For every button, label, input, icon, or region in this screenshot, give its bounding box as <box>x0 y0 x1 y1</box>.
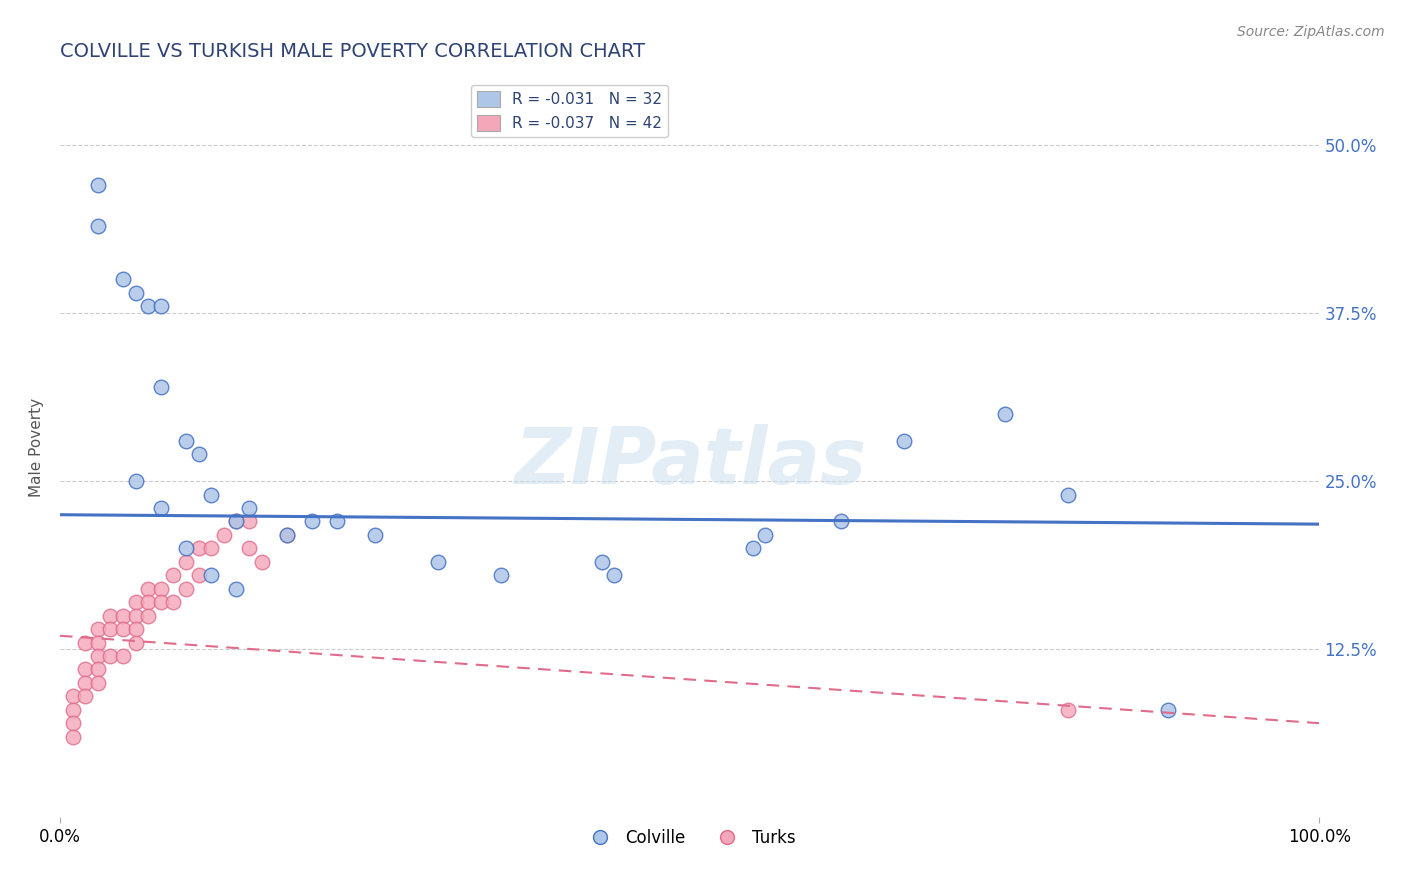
Point <box>174 434 197 448</box>
Point <box>75 676 97 690</box>
Point <box>754 528 776 542</box>
Point <box>111 608 134 623</box>
Point <box>994 407 1017 421</box>
Point <box>741 541 763 556</box>
Point <box>100 648 122 663</box>
Point <box>187 568 209 582</box>
Point <box>62 690 84 704</box>
Point <box>111 272 134 286</box>
Y-axis label: Male Poverty: Male Poverty <box>30 398 44 497</box>
Point <box>326 515 349 529</box>
Point <box>250 555 273 569</box>
Point <box>149 582 172 596</box>
Point <box>136 608 159 623</box>
Point <box>87 178 110 193</box>
Point <box>162 568 184 582</box>
Point <box>830 515 852 529</box>
Point <box>124 635 146 649</box>
Point <box>149 380 172 394</box>
Point <box>75 690 97 704</box>
Point <box>893 434 915 448</box>
Point <box>200 487 222 501</box>
Point <box>136 299 159 313</box>
Point <box>124 595 146 609</box>
Point <box>1056 487 1078 501</box>
Point <box>100 608 122 623</box>
Point <box>149 299 172 313</box>
Point <box>301 515 323 529</box>
Point <box>1157 703 1180 717</box>
Point <box>1056 703 1078 717</box>
Point <box>426 555 449 569</box>
Point <box>200 568 222 582</box>
Point <box>174 555 197 569</box>
Point <box>136 582 159 596</box>
Point <box>238 515 260 529</box>
Point <box>225 515 247 529</box>
Point <box>162 595 184 609</box>
Point <box>489 568 512 582</box>
Point <box>174 582 197 596</box>
Point <box>87 662 110 676</box>
Text: ZIPatlas: ZIPatlas <box>513 425 866 500</box>
Point <box>212 528 235 542</box>
Point <box>75 635 97 649</box>
Point <box>603 568 626 582</box>
Point <box>238 501 260 516</box>
Point <box>225 582 247 596</box>
Point <box>100 622 122 636</box>
Point <box>187 447 209 461</box>
Point <box>111 648 134 663</box>
Point <box>225 515 247 529</box>
Point <box>364 528 387 542</box>
Legend: Colville, Turks: Colville, Turks <box>576 822 803 854</box>
Point <box>111 622 134 636</box>
Point <box>238 541 260 556</box>
Point <box>124 285 146 300</box>
Point <box>62 703 84 717</box>
Point <box>200 541 222 556</box>
Point <box>87 648 110 663</box>
Point <box>87 676 110 690</box>
Point <box>591 555 613 569</box>
Point <box>87 635 110 649</box>
Point <box>276 528 298 542</box>
Point <box>124 474 146 488</box>
Text: Source: ZipAtlas.com: Source: ZipAtlas.com <box>1237 25 1385 39</box>
Point <box>124 622 146 636</box>
Point <box>87 622 110 636</box>
Point <box>174 541 197 556</box>
Point <box>87 219 110 233</box>
Point <box>124 608 146 623</box>
Point <box>149 501 172 516</box>
Point <box>149 595 172 609</box>
Point <box>136 595 159 609</box>
Point <box>62 716 84 731</box>
Point <box>75 662 97 676</box>
Point <box>187 541 209 556</box>
Point <box>62 730 84 744</box>
Text: COLVILLE VS TURKISH MALE POVERTY CORRELATION CHART: COLVILLE VS TURKISH MALE POVERTY CORRELA… <box>60 42 645 61</box>
Point <box>276 528 298 542</box>
